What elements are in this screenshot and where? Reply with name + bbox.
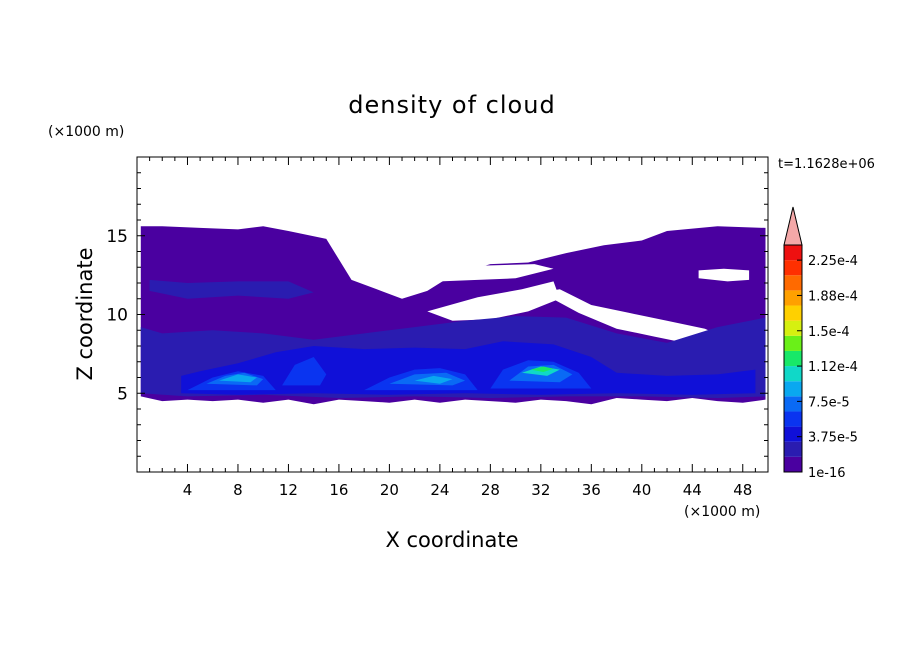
colorbar-swatch-2 [784,426,802,442]
contour-region-7 [181,341,756,395]
colorbar-extend-arrow [783,206,803,246]
x-tick-label-0: 4 [183,481,193,499]
x-tick-label-6: 28 [481,481,500,499]
colorbar-swatch-1 [784,441,802,457]
y-tick-label-0: 5 [117,384,128,404]
x-tick-label-4: 20 [380,481,399,499]
y-tick-label-1: 10 [106,306,128,326]
colorbar-label-5: 1.88e-4 [808,289,858,304]
contour-region-15 [219,374,257,383]
contour-region-16 [414,375,453,384]
colorbar-label-2: 7.5e-5 [808,395,850,410]
colorbar-swatch-10 [784,305,802,321]
colorbar-label-1: 3.75e-5 [808,431,858,446]
contour-region-18 [530,366,554,372]
contour-fill-area [140,226,766,405]
colorbar-swatch-3 [784,411,802,427]
x-axis-label: X coordinate [385,528,518,552]
colorbar-swatch-13 [784,260,802,276]
colorbar-swatch-7 [784,350,802,367]
chart-title: density of cloud [348,91,555,119]
y-unit-label: (×1000 m) [48,124,124,140]
x-tick-label-1: 8 [233,481,243,499]
colorbar-swatch-9 [784,320,802,336]
colorbar-label-6: 2.25e-4 [808,254,858,269]
colorbar-swatch-14 [784,245,802,261]
colorbar-label-4: 1.5e-4 [808,325,850,340]
colorbar-swatch-8 [784,335,802,351]
x-tick-label-11: 48 [733,481,752,499]
contour-region-6 [149,279,314,299]
y-axis-ticks: 5 10 15 [106,172,768,457]
contour-region-11 [282,357,327,386]
colorbar-swatch-11 [784,290,802,306]
colorbar-swatch-0 [784,456,802,472]
x-tick-label-9: 40 [632,481,651,499]
colorbar-label-0: 1e-16 [808,466,846,481]
colorbar-frame [783,244,803,473]
colorbar-swatch-6 [784,366,802,382]
colorbar: 1e-16 3.75e-5 7.5e-5 1.12e-4 1.5e-4 1.88e-4 2.… [783,206,858,481]
contour-region-1 [414,257,554,282]
colorbar-swatch-4 [784,396,802,412]
x-tick-label-7: 32 [531,481,550,499]
colorbar-swatch-5 [784,381,802,397]
contour-region-2 [427,281,560,321]
x-tick-label-10: 44 [683,481,702,499]
contour-region-4 [698,268,750,282]
colorbar-label-3: 1.12e-4 [808,360,858,375]
x-tick-label-5: 24 [430,481,449,499]
y-tick-label-2: 15 [106,227,128,247]
x-axis-ticks: 4 8 12 16 20 24 28 32 36 40 44 48 [149,157,756,499]
x-tick-label-2: 12 [279,481,298,499]
x-tick-label-3: 16 [329,481,348,499]
x-unit-label: (×1000 m) [684,504,760,520]
time-label: t=1.1628e+06 [778,157,875,172]
y-axis-label: Z coordinate [73,247,97,380]
x-tick-label-8: 36 [582,481,601,499]
colorbar-swatch-12 [784,275,802,291]
